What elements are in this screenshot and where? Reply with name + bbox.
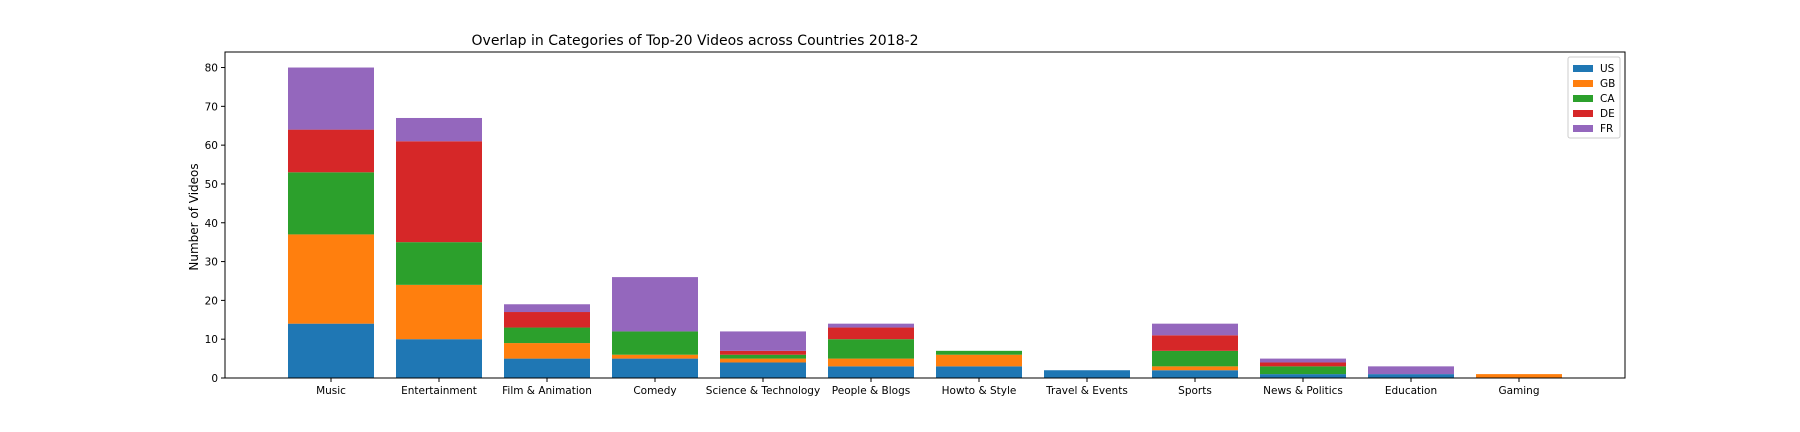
y-tick-label: 0 [211, 373, 218, 385]
bar-gb-1 [396, 284, 482, 340]
bar-ca-0 [288, 172, 374, 235]
y-tick-label: 50 [205, 179, 218, 191]
bar-us-4 [720, 362, 806, 378]
y-tick-label: 40 [205, 218, 218, 230]
bar-ca-1 [396, 242, 482, 285]
x-tick-label: People & Blogs [832, 385, 910, 397]
bar-us-3 [612, 358, 698, 378]
bar-ca-6 [936, 350, 1022, 355]
bar-ca-8 [1152, 350, 1238, 367]
bar-fr-9 [1260, 358, 1346, 363]
x-tick-label: Sports [1178, 385, 1212, 397]
y-tick-label: 10 [205, 334, 218, 346]
bar-fr-4 [720, 331, 806, 351]
bar-us-0 [288, 323, 374, 378]
legend-label-us: US [1600, 63, 1615, 75]
bar-fr-5 [828, 323, 914, 328]
legend-swatch-gb [1573, 80, 1593, 87]
bar-de-9 [1260, 362, 1346, 367]
x-tick-label: Music [316, 385, 346, 397]
x-tick-label: Science & Technology [706, 385, 820, 397]
chart-title: Overlap in Categories of Top-20 Videos a… [472, 33, 919, 49]
x-tick-label: Education [1385, 385, 1437, 397]
bar-us-9 [1260, 374, 1346, 378]
y-axis: 0 10 20 30 40 50 60 70 80 [205, 63, 225, 385]
y-tick-label: 70 [205, 101, 218, 113]
x-tick-label: Film & Animation [502, 385, 592, 397]
bars-layer [288, 67, 1562, 378]
legend-label-de: DE [1600, 108, 1615, 120]
legend-label-ca: CA [1600, 93, 1615, 105]
x-tick-label: Gaming [1498, 385, 1539, 397]
bar-gb-0 [288, 234, 374, 324]
bar-ca-4 [720, 354, 806, 359]
x-tick-label: Entertainment [401, 385, 477, 397]
bar-us-8 [1152, 370, 1238, 378]
y-tick-label: 60 [205, 140, 218, 152]
bar-gb-4 [720, 358, 806, 363]
legend: US GB CA DE FR [1567, 56, 1621, 139]
legend-swatch-de [1573, 110, 1593, 117]
bar-us-5 [828, 366, 914, 378]
bar-de-0 [288, 129, 374, 173]
bar-us-6 [936, 366, 1022, 378]
bar-gb-6 [936, 354, 1022, 367]
bar-fr-3 [612, 277, 698, 332]
y-tick-label: 80 [205, 63, 218, 75]
bar-gb-11 [1476, 374, 1562, 378]
bar-gb-5 [828, 358, 914, 367]
bar-us-10 [1368, 374, 1454, 378]
legend-swatch-fr [1573, 125, 1593, 132]
bar-ca-5 [828, 339, 914, 359]
legend-swatch-us [1573, 65, 1593, 72]
bar-gb-8 [1152, 366, 1238, 371]
legend-label-fr: FR [1600, 123, 1613, 135]
bar-fr-10 [1368, 366, 1454, 375]
legend-swatch-ca [1573, 95, 1593, 102]
bar-ca-2 [504, 327, 590, 344]
legend-label-gb: GB [1600, 78, 1615, 90]
bar-de-1 [396, 141, 482, 243]
bar-gb-2 [504, 343, 590, 359]
bar-de-2 [504, 312, 590, 328]
y-tick-label: 20 [205, 295, 218, 307]
bar-fr-8 [1152, 323, 1238, 336]
x-tick-label: News & Politics [1263, 385, 1343, 397]
bar-fr-0 [288, 67, 374, 130]
legend-frame [1567, 56, 1621, 139]
bar-de-8 [1152, 335, 1238, 351]
bar-de-5 [828, 327, 914, 340]
bar-gb-3 [612, 354, 698, 359]
bar-fr-1 [396, 117, 482, 142]
plot-frame [224, 51, 1626, 379]
x-tick-label: Comedy [633, 385, 676, 397]
y-tick-label: 30 [205, 257, 218, 269]
bar-ca-3 [612, 331, 698, 355]
x-tick-label: Howto & Style [942, 385, 1017, 397]
bar-de-4 [720, 350, 806, 355]
x-axis: Music Entertainment Film & Animation Comedy… [316, 378, 1540, 397]
bar-fr-2 [504, 304, 590, 313]
bar-us-7 [1044, 370, 1130, 378]
bar-ca-9 [1260, 366, 1346, 375]
x-tick-label: Travel & Events [1045, 385, 1128, 397]
bar-us-2 [504, 358, 590, 378]
y-axis-label: Number of Videos [187, 163, 201, 270]
bar-us-1 [396, 339, 482, 378]
